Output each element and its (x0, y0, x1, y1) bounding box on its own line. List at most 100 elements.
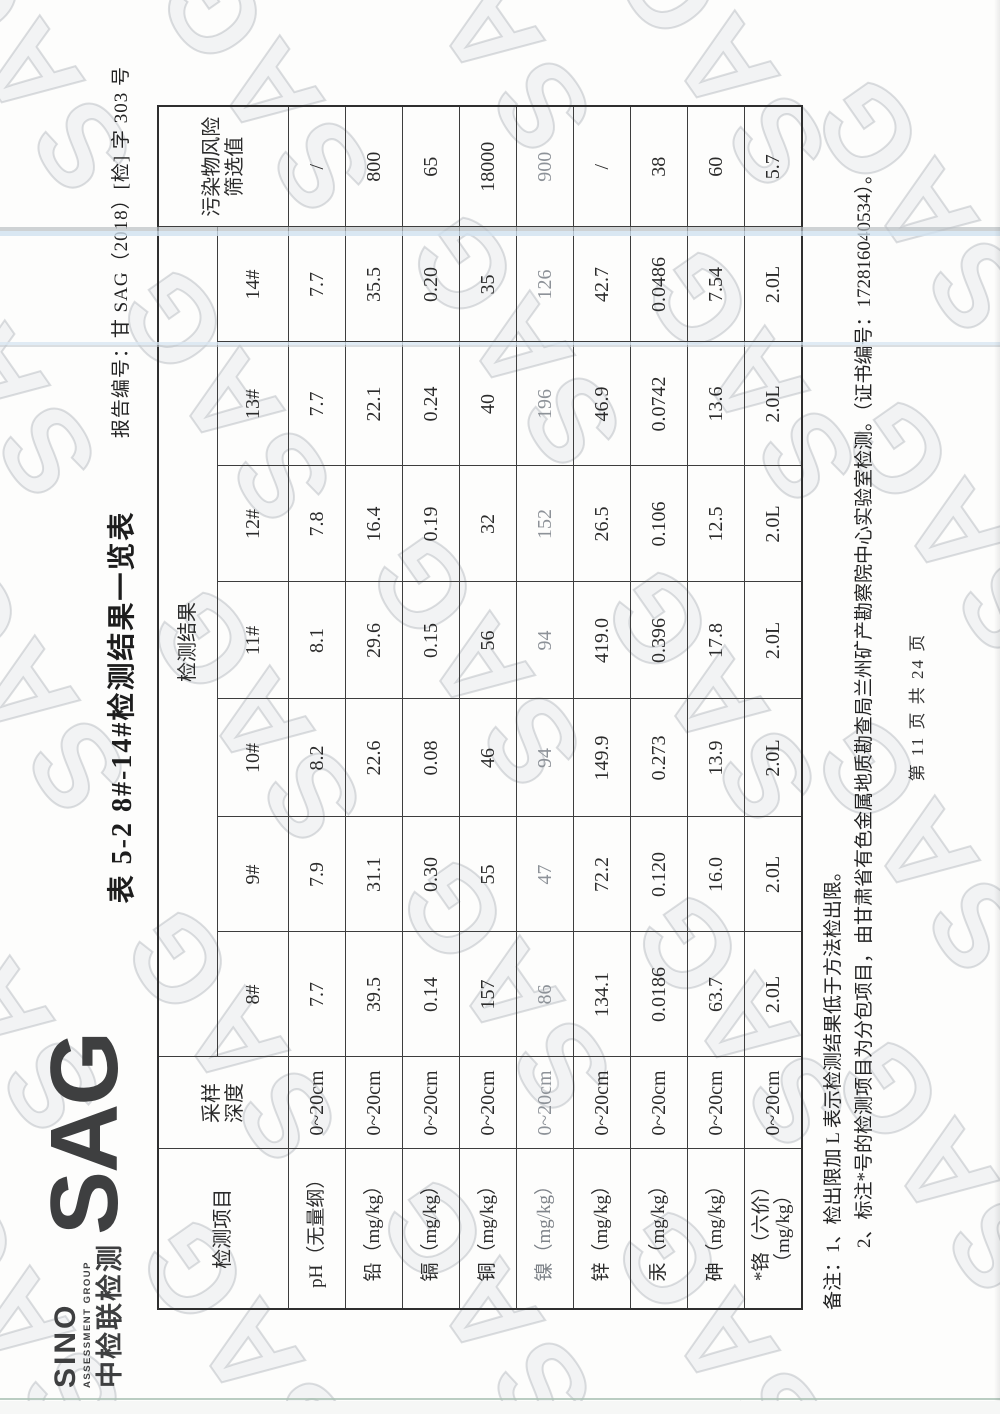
screening-cell: 900 (516, 106, 574, 227)
value-cell: 31.1 (345, 817, 403, 932)
table-row: 镉（mg/kg） 0~20cm 0.14 0.30 0.08 0.15 0.19 0.24 0.… (402, 106, 460, 1309)
screening-cell: / (288, 106, 346, 227)
screening-cell: 800 (345, 106, 403, 227)
remark-line-2: 2、标注*号的检测项目为分包项目，由甘肃省有色金属地质勘查局兰州矿产勘察院中心实… (854, 164, 876, 1248)
value-cell: 2.0L (744, 932, 802, 1057)
depth-cell: 0~20cm (516, 1057, 574, 1149)
results-table: 检测项目 采样 深度 检测结果 污染物风险 筛选值 8# 9# 10# 11# 12# 1… (157, 105, 803, 1310)
remark-line-1: 备注：1、检出限加 L 表示检测结果低于方法检出限。 (823, 862, 844, 1310)
value-cell: 16.0 (687, 817, 745, 932)
table-row: 汞（mg/kg） 0~20cm 0.0186 0.120 0.273 0.396 0.106… (630, 106, 688, 1309)
header-screening: 污染物风险 筛选值 (158, 106, 289, 227)
value-cell: 56 (459, 582, 517, 699)
value-cell: 0.273 (630, 699, 688, 817)
value-cell: 2.0L (744, 342, 802, 466)
value-cell: 134.1 (573, 932, 631, 1057)
table-header-row-1: 检测项目 采样 深度 检测结果 污染物风险 筛选值 (158, 106, 289, 1309)
value-cell: 2.0L (744, 817, 802, 932)
value-cell: 126 (516, 227, 574, 342)
value-cell: 2.0L (744, 582, 802, 699)
value-cell: 8.2 (288, 699, 346, 817)
sample-header-cell: 10# (217, 699, 289, 817)
scan-edge-shadow (0, 1401, 1000, 1414)
value-cell: 0.396 (630, 582, 688, 699)
scan-artifact-line (0, 231, 1000, 236)
depth-cell: 0~20cm (402, 1057, 460, 1149)
value-cell: 7.7 (288, 932, 346, 1057)
value-cell: 0.0486 (630, 227, 688, 342)
value-cell: 29.6 (345, 582, 403, 699)
value-cell: 196 (516, 342, 574, 466)
header-depth: 采样 深度 (158, 1057, 289, 1149)
item-cell: 汞（mg/kg） (630, 1149, 688, 1309)
value-cell: 0.0186 (630, 932, 688, 1057)
value-cell: 0.120 (630, 817, 688, 932)
scan-artifact-line (0, 345, 1000, 347)
value-cell: 32 (459, 466, 517, 582)
depth-cell: 0~20cm (744, 1057, 802, 1149)
item-cell: 铅（mg/kg） (345, 1149, 403, 1309)
screening-cell: 5.7 (744, 106, 802, 227)
sample-header-cell: 8# (217, 932, 289, 1057)
scan-artifact-line (0, 227, 1000, 231)
depth-cell: 0~20cm (630, 1057, 688, 1149)
value-cell: 46 (459, 699, 517, 817)
value-cell: 39.5 (345, 932, 403, 1057)
table-row: 砷（mg/kg） 0~20cm 63.7 16.0 13.9 17.8 12.5 13.6 7.… (687, 106, 745, 1309)
remarks-block: 备注：1、检出限加 L 表示检测结果低于方法检出限。 2、标注*号的检测项目为分… (818, 70, 881, 1310)
value-cell: 13.6 (687, 342, 745, 466)
header-result: 检测结果 (158, 227, 218, 1057)
table-row: 铜（mg/kg） 0~20cm 157 55 46 56 32 40 35 18000 (459, 106, 517, 1309)
value-cell: 0.19 (402, 466, 460, 582)
value-cell: 0.14 (402, 932, 460, 1057)
logo-group-text: ASSESSMENT GROUP (82, 1261, 94, 1388)
value-cell: 8.1 (288, 582, 346, 699)
value-cell: 22.1 (345, 342, 403, 466)
screening-cell: 65 (402, 106, 460, 227)
value-cell: 157 (459, 932, 517, 1057)
scan-artifact-line (0, 342, 1000, 345)
value-cell: 35 (459, 227, 517, 342)
value-cell: 17.8 (687, 582, 745, 699)
value-cell: 2.0L (744, 466, 802, 582)
table-row: 铅（mg/kg） 0~20cm 39.5 31.1 22.6 29.6 16.4 22.1 35… (345, 106, 403, 1309)
table-row: 镍（mg/kg） 0~20cm 86 47 94 94 152 196 126 900 (516, 106, 574, 1309)
sample-header-cell: 12# (217, 466, 289, 582)
value-cell: 0.15 (402, 582, 460, 699)
sample-header-cell: 9# (217, 817, 289, 932)
item-cell: 铜（mg/kg） (459, 1149, 517, 1309)
sample-header-cell: 14# (217, 227, 289, 342)
logo-sino-text: SINO (48, 1302, 82, 1388)
depth-cell: 0~20cm (573, 1057, 631, 1149)
value-cell: 42.7 (573, 227, 631, 342)
value-cell: 0.08 (402, 699, 460, 817)
depth-cell: 0~20cm (687, 1057, 745, 1149)
value-cell: 2.0L (744, 699, 802, 817)
item-cell: *铬（六价） （mg/kg） (744, 1149, 802, 1309)
value-cell: 0.30 (402, 817, 460, 932)
value-cell: 13.9 (687, 699, 745, 817)
value-cell: 0.0742 (630, 342, 688, 466)
table-row: 锌（mg/kg） 0~20cm 134.1 72.2 149.9 419.0 26.5 46.… (573, 106, 631, 1309)
value-cell: 46.9 (573, 342, 631, 466)
value-cell: 0.20 (402, 227, 460, 342)
value-cell: 72.2 (573, 817, 631, 932)
scan-edge-shadow (994, 0, 1000, 1414)
value-cell: 63.7 (687, 932, 745, 1057)
item-cell: 锌（mg/kg） (573, 1149, 631, 1309)
item-cell: pH（无量纲） (288, 1149, 346, 1309)
screening-cell: 38 (630, 106, 688, 227)
value-cell: 7.9 (288, 817, 346, 932)
value-cell: 149.9 (573, 699, 631, 817)
page-number: 第 11 页 共 24 页 (908, 632, 927, 782)
value-cell: 26.5 (573, 466, 631, 582)
sample-header-cell: 13# (217, 342, 289, 466)
value-cell: 40 (459, 342, 517, 466)
value-cell: 94 (516, 582, 574, 699)
scan-edge-line (0, 1398, 1000, 1400)
item-cell: 砷（mg/kg） (687, 1149, 745, 1309)
value-cell: 22.6 (345, 699, 403, 817)
header-item: 检测项目 (158, 1149, 289, 1309)
value-cell: 35.5 (345, 227, 403, 342)
